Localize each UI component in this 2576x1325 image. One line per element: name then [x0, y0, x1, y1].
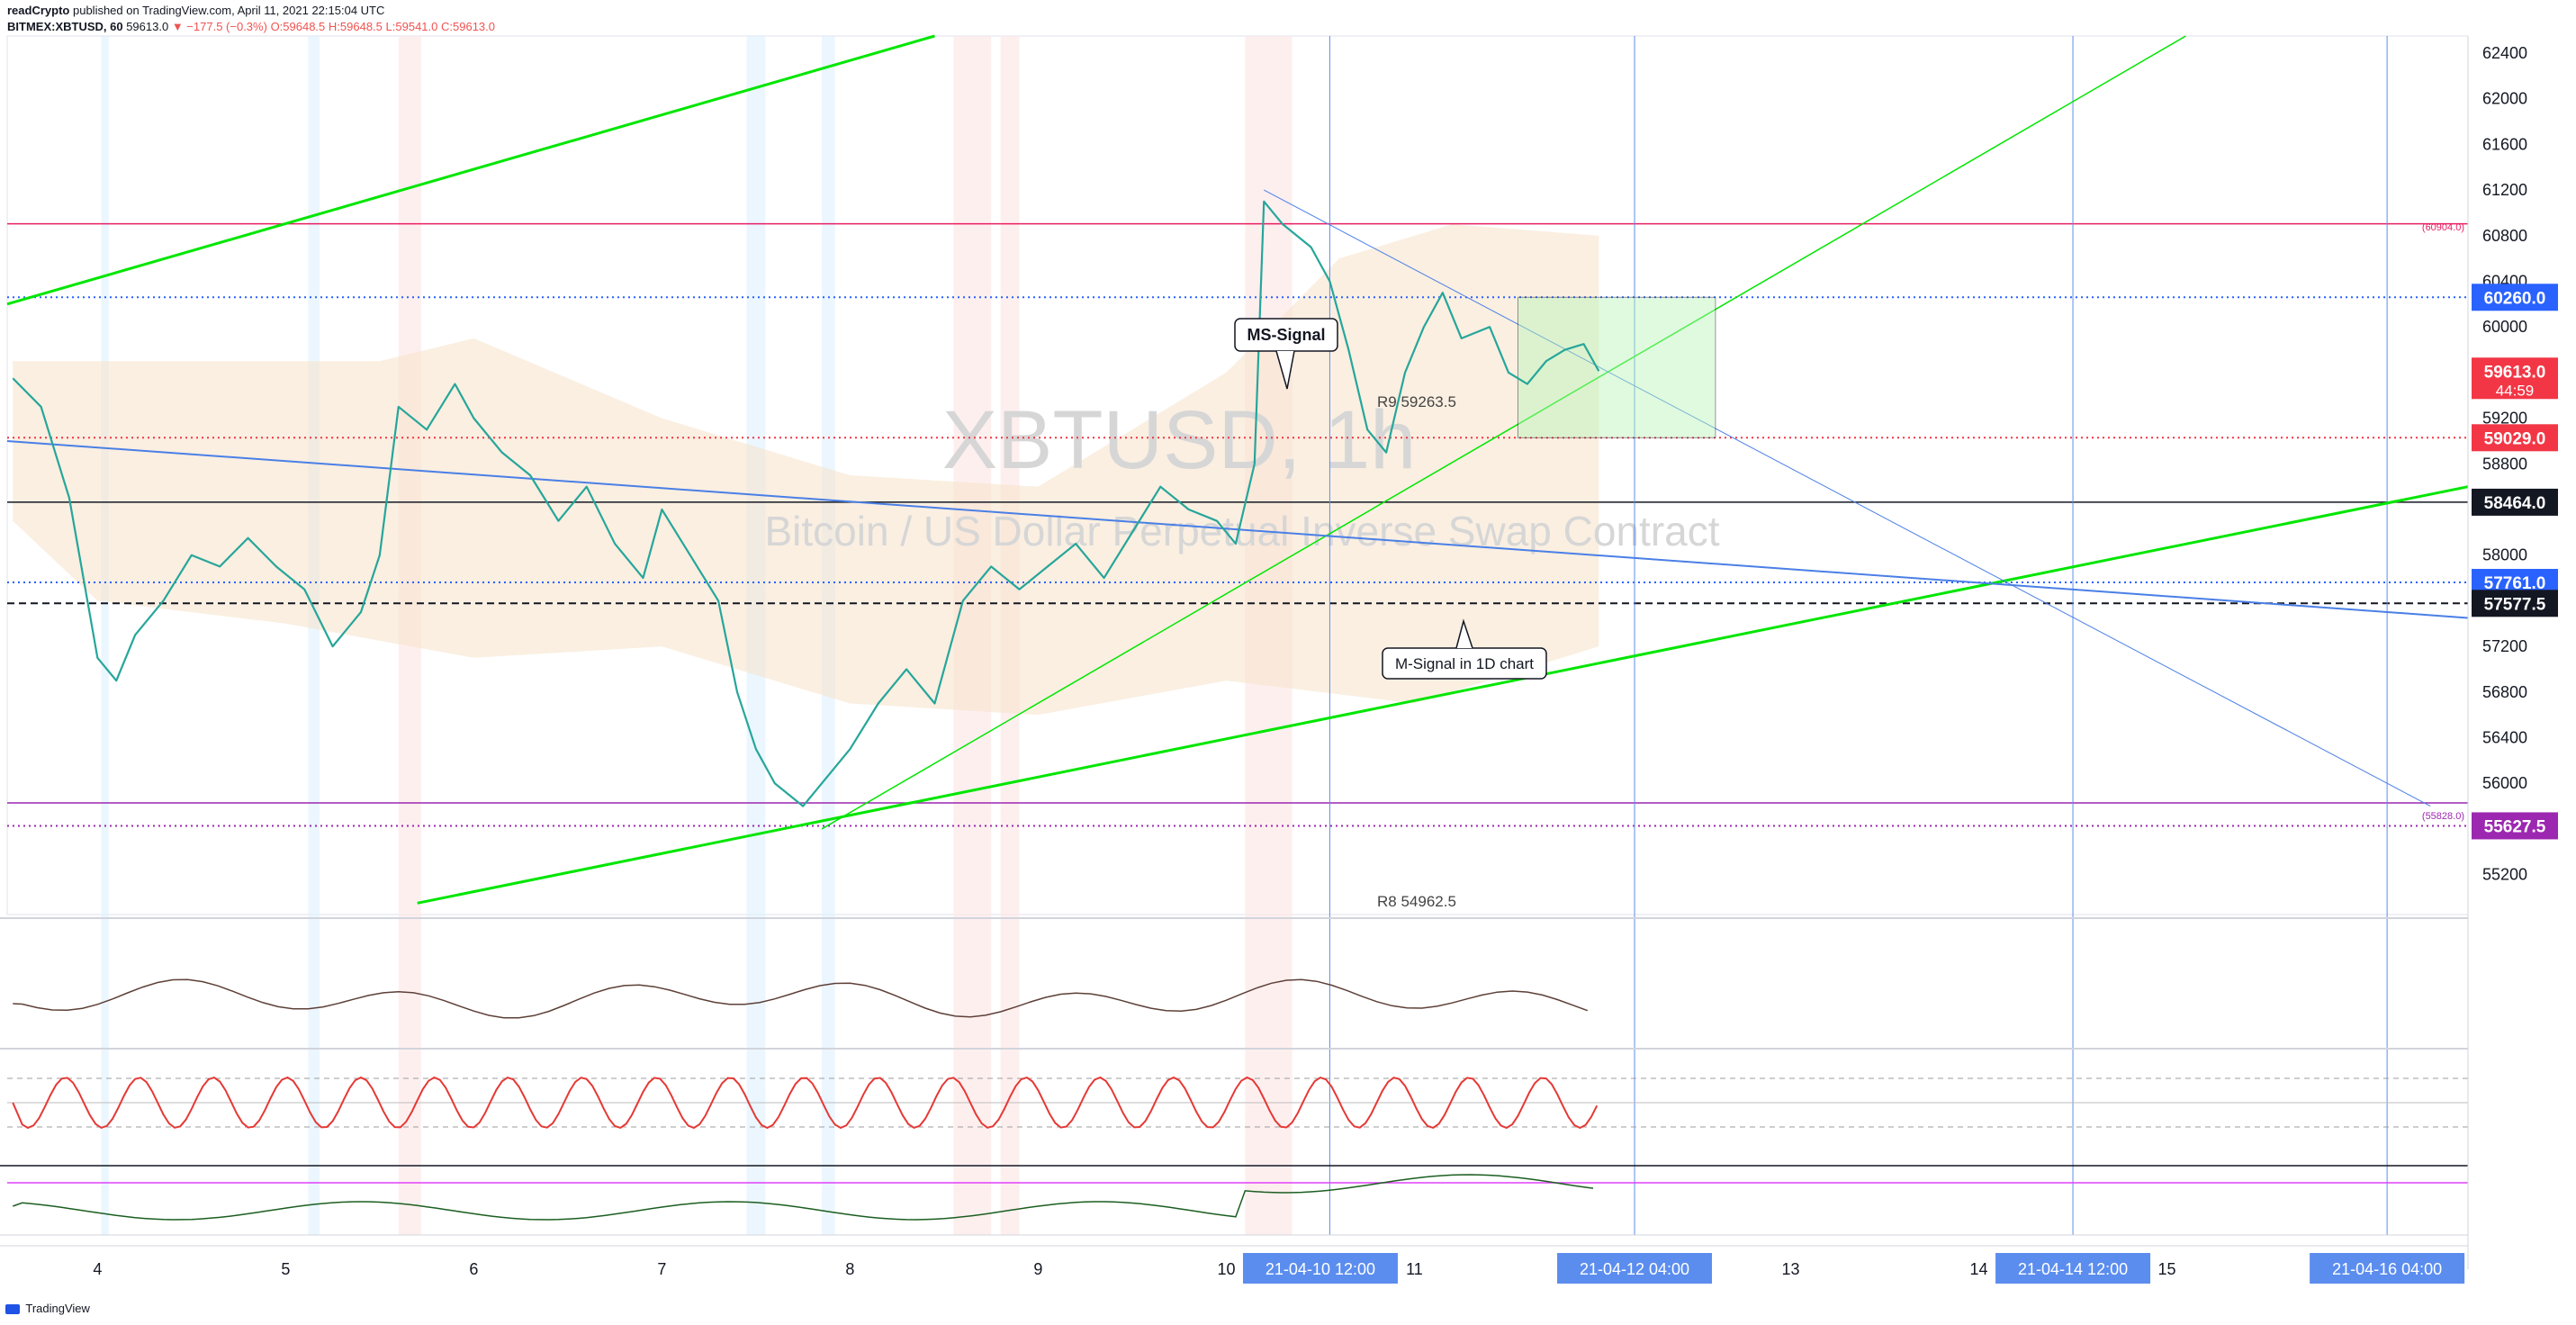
price-axis[interactable]: 55200 56000 56400 56800 57200 58000 58800 59200… — [2467, 0, 2576, 1269]
price-label-text: 58464.0 — [2484, 494, 2546, 513]
price-label-text: 55627.5 — [2484, 817, 2546, 836]
volume-ma-line — [13, 978, 1589, 1019]
price-axis-bg — [2468, 0, 2576, 1269]
price-label-text: 60260.0 — [2484, 289, 2546, 308]
price-tick-label: 62000 — [2482, 90, 2527, 108]
price-label-tag — [2472, 284, 2558, 311]
high-value: H:59648.5 — [328, 20, 383, 33]
time-tick-label: 13 — [1782, 1260, 1800, 1278]
m-signal-callout[interactable]: M-Signal in 1D chart — [1382, 618, 1547, 680]
cloud-area — [13, 224, 1599, 716]
price-tick-label: 60000 — [2482, 318, 2527, 336]
time-tick-label: 9 — [1033, 1260, 1042, 1278]
time-highlight-tag — [1557, 1253, 1713, 1284]
open-value: O:59648.5 — [270, 20, 326, 33]
trend-line — [6, 34, 935, 306]
projection-box-rect — [1517, 296, 1716, 438]
price-label-text: 59613.0 — [2484, 363, 2546, 382]
price-tick-label: 60800 — [2482, 227, 2527, 245]
price-label-text: 57577.5 — [2484, 595, 2546, 614]
time-tick-label: 4 — [93, 1260, 102, 1278]
price-tick-label: 62400 — [2482, 44, 2527, 62]
price-label-tag — [2472, 590, 2558, 617]
tradingview-logo[interactable]: TradingView — [5, 1302, 90, 1315]
time-axis[interactable]: 4 5 6 7 8 9 10 11 13 14 15 21-04-10 12:00 21-04-12 0… — [0, 1245, 2468, 1284]
symbol-info: BITMEX:XBTUSD, 60 59613.0 ▼ −177.5 (−0.3… — [7, 20, 495, 33]
trend-line — [6, 439, 2469, 619]
last-price: 59613.0 — [126, 20, 169, 33]
r8-label: R8 54962.5 — [1377, 893, 1456, 910]
published-text: published on TradingView.com, April 11, … — [72, 4, 385, 17]
price-label-text: 59029.0 — [2484, 429, 2546, 448]
trend-line — [417, 485, 2469, 905]
price-change: ▼ −177.5 (−0.3%) — [171, 20, 267, 33]
time-highlight-label: 21-04-10 12:00 — [1265, 1260, 1375, 1278]
price-label-tag — [2472, 488, 2558, 516]
price-tick-label: 61200 — [2482, 181, 2527, 199]
price-labels: 60260.0 59613.044:59 59029.0 58464.0 57761.0… — [2472, 284, 2558, 840]
time-tick-label: 10 — [1217, 1260, 1235, 1278]
level-bottom-label: (55828.0) — [2422, 811, 2464, 822]
price-label-tag — [2472, 424, 2558, 452]
ms-signal-label: MS-Signal — [1247, 326, 1325, 344]
price-tick-label: 57200 — [2482, 637, 2527, 655]
time-tick-label: 7 — [657, 1260, 666, 1278]
time-highlight-tag — [1995, 1253, 2151, 1284]
watermark-symbol: XBTUSD, 1h — [942, 394, 1417, 486]
horizontal-levels — [7, 222, 2468, 827]
time-highlight-label: 21-04-12 04:00 — [1580, 1260, 1689, 1278]
price-line — [12, 200, 1600, 807]
price-tick-label: 56800 — [2482, 683, 2527, 701]
countdown-text: 44:59 — [2496, 382, 2535, 399]
ms-signal-callout[interactable]: MS-Signal — [1234, 318, 1338, 390]
price-tick-label: 59200 — [2482, 410, 2527, 428]
time-tick-label: 15 — [2158, 1260, 2176, 1278]
annotations: MS-Signal M-Signal in 1D chart R9 59263.… — [1234, 222, 2464, 910]
trend-line — [1264, 189, 2431, 807]
time-tick-label: 8 — [845, 1260, 854, 1278]
time-highlight-tag — [1242, 1253, 1398, 1284]
time-highlight-tag — [2310, 1253, 2465, 1284]
price-label-text: 57761.0 — [2484, 574, 2546, 593]
ichimoku-cloud — [13, 224, 1599, 716]
time-tick-label: 5 — [281, 1260, 290, 1278]
time-highlight-label: 21-04-16 04:00 — [2332, 1260, 2442, 1278]
price-tick-label: 58800 — [2482, 455, 2527, 473]
tradingview-icon — [5, 1304, 20, 1315]
r9-label: R9 59263.5 — [1377, 393, 1456, 410]
low-value: L:59541.0 — [385, 20, 438, 33]
session-band — [101, 36, 109, 1235]
time-tick-label: 6 — [469, 1260, 478, 1278]
price-tick-label: 56400 — [2482, 729, 2527, 747]
vertical-lines — [1329, 36, 2388, 1235]
price-label-tag — [2472, 812, 2558, 840]
obv-line — [13, 1174, 1594, 1221]
publish-info: readCrypto published on TradingView.com,… — [7, 4, 384, 17]
symbol-line: BITMEX:XBTUSD, 60 — [7, 20, 123, 33]
m-signal-label: M-Signal in 1D chart — [1395, 655, 1534, 672]
time-highlight-label: 21-04-14 12:00 — [2018, 1260, 2128, 1278]
trend-lines — [6, 34, 2469, 905]
oscillator-line — [12, 1076, 1599, 1130]
time-tick-label: 11 — [1406, 1260, 1423, 1278]
time-tick-label: 14 — [1970, 1260, 1988, 1278]
price-series — [12, 200, 1600, 807]
price-tick-label: 58000 — [2482, 546, 2527, 564]
price-tick-label: 55200 — [2482, 866, 2527, 884]
price-label-tag — [2472, 357, 2558, 400]
footer-brand: TradingView — [25, 1302, 90, 1315]
close-value: C:59613.0 — [441, 20, 495, 33]
price-tick-label: 61600 — [2482, 135, 2527, 153]
session-band — [308, 36, 320, 1235]
author[interactable]: readCrypto — [7, 4, 70, 17]
trend-line — [821, 35, 2186, 830]
projection-box — [1517, 296, 1716, 438]
price-tick-label: 56000 — [2482, 774, 2527, 792]
level-top-label: (60904.0) — [2422, 222, 2464, 233]
